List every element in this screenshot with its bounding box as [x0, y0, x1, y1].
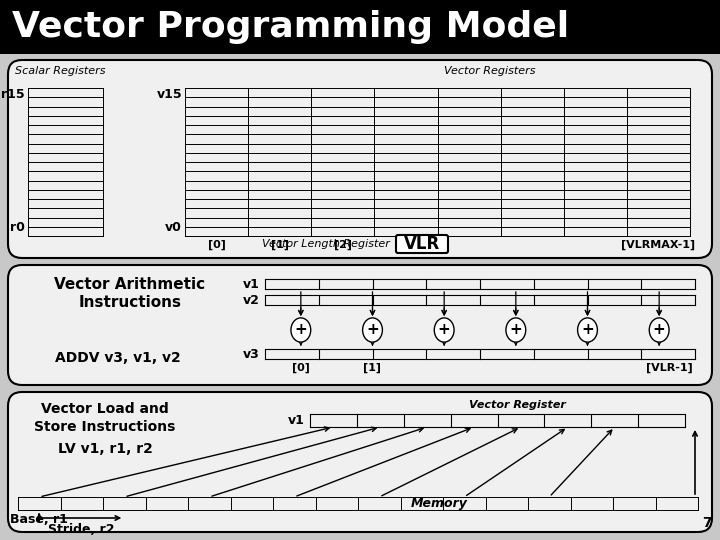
Text: r0: r0	[10, 221, 25, 234]
Text: Vector Programming Model: Vector Programming Model	[12, 10, 569, 44]
Text: LV v1, r1, r2: LV v1, r1, r2	[58, 442, 153, 456]
Text: +: +	[438, 322, 451, 338]
Text: Vector Register: Vector Register	[469, 400, 566, 410]
Text: Memory: Memory	[411, 497, 468, 510]
Text: [2]: [2]	[334, 240, 352, 250]
Text: Scalar Registers: Scalar Registers	[14, 66, 105, 76]
Ellipse shape	[291, 318, 311, 342]
Text: v3: v3	[243, 348, 260, 361]
Text: Vector Length Register: Vector Length Register	[262, 239, 390, 249]
Ellipse shape	[649, 318, 669, 342]
Text: [VLRMAX-1]: [VLRMAX-1]	[621, 240, 696, 250]
Text: v2: v2	[243, 294, 260, 307]
Text: Vector Arithmetic: Vector Arithmetic	[55, 277, 206, 292]
FancyBboxPatch shape	[8, 60, 712, 258]
Text: +: +	[510, 322, 522, 338]
Text: +: +	[653, 322, 665, 338]
Text: v1: v1	[243, 278, 260, 291]
Text: [1]: [1]	[271, 240, 289, 250]
Text: r15: r15	[1, 88, 25, 101]
FancyBboxPatch shape	[0, 0, 720, 54]
Text: ADDV v3, v1, v2: ADDV v3, v1, v2	[55, 351, 181, 365]
Text: Store Instructions: Store Instructions	[35, 420, 176, 434]
Text: [0]: [0]	[207, 240, 225, 250]
Text: v15: v15	[156, 88, 182, 101]
Text: Stride, r2: Stride, r2	[48, 523, 115, 536]
Text: +: +	[581, 322, 594, 338]
Text: 7: 7	[703, 516, 712, 530]
Text: [0]: [0]	[292, 363, 310, 373]
FancyBboxPatch shape	[8, 265, 712, 385]
Text: v0: v0	[165, 221, 182, 234]
Ellipse shape	[577, 318, 598, 342]
Ellipse shape	[363, 318, 382, 342]
Text: v1: v1	[288, 414, 305, 427]
Text: Instructions: Instructions	[78, 295, 181, 310]
Text: +: +	[366, 322, 379, 338]
Text: +: +	[294, 322, 307, 338]
FancyBboxPatch shape	[396, 235, 448, 253]
Text: [1]: [1]	[364, 363, 382, 373]
Ellipse shape	[506, 318, 526, 342]
Text: Base, r1: Base, r1	[10, 513, 68, 526]
Text: [VLR-1]: [VLR-1]	[647, 363, 693, 373]
Text: Vector Registers: Vector Registers	[444, 66, 536, 76]
Text: Vector Load and: Vector Load and	[41, 402, 169, 416]
Text: VLR: VLR	[404, 235, 440, 253]
Ellipse shape	[434, 318, 454, 342]
FancyBboxPatch shape	[8, 392, 712, 532]
